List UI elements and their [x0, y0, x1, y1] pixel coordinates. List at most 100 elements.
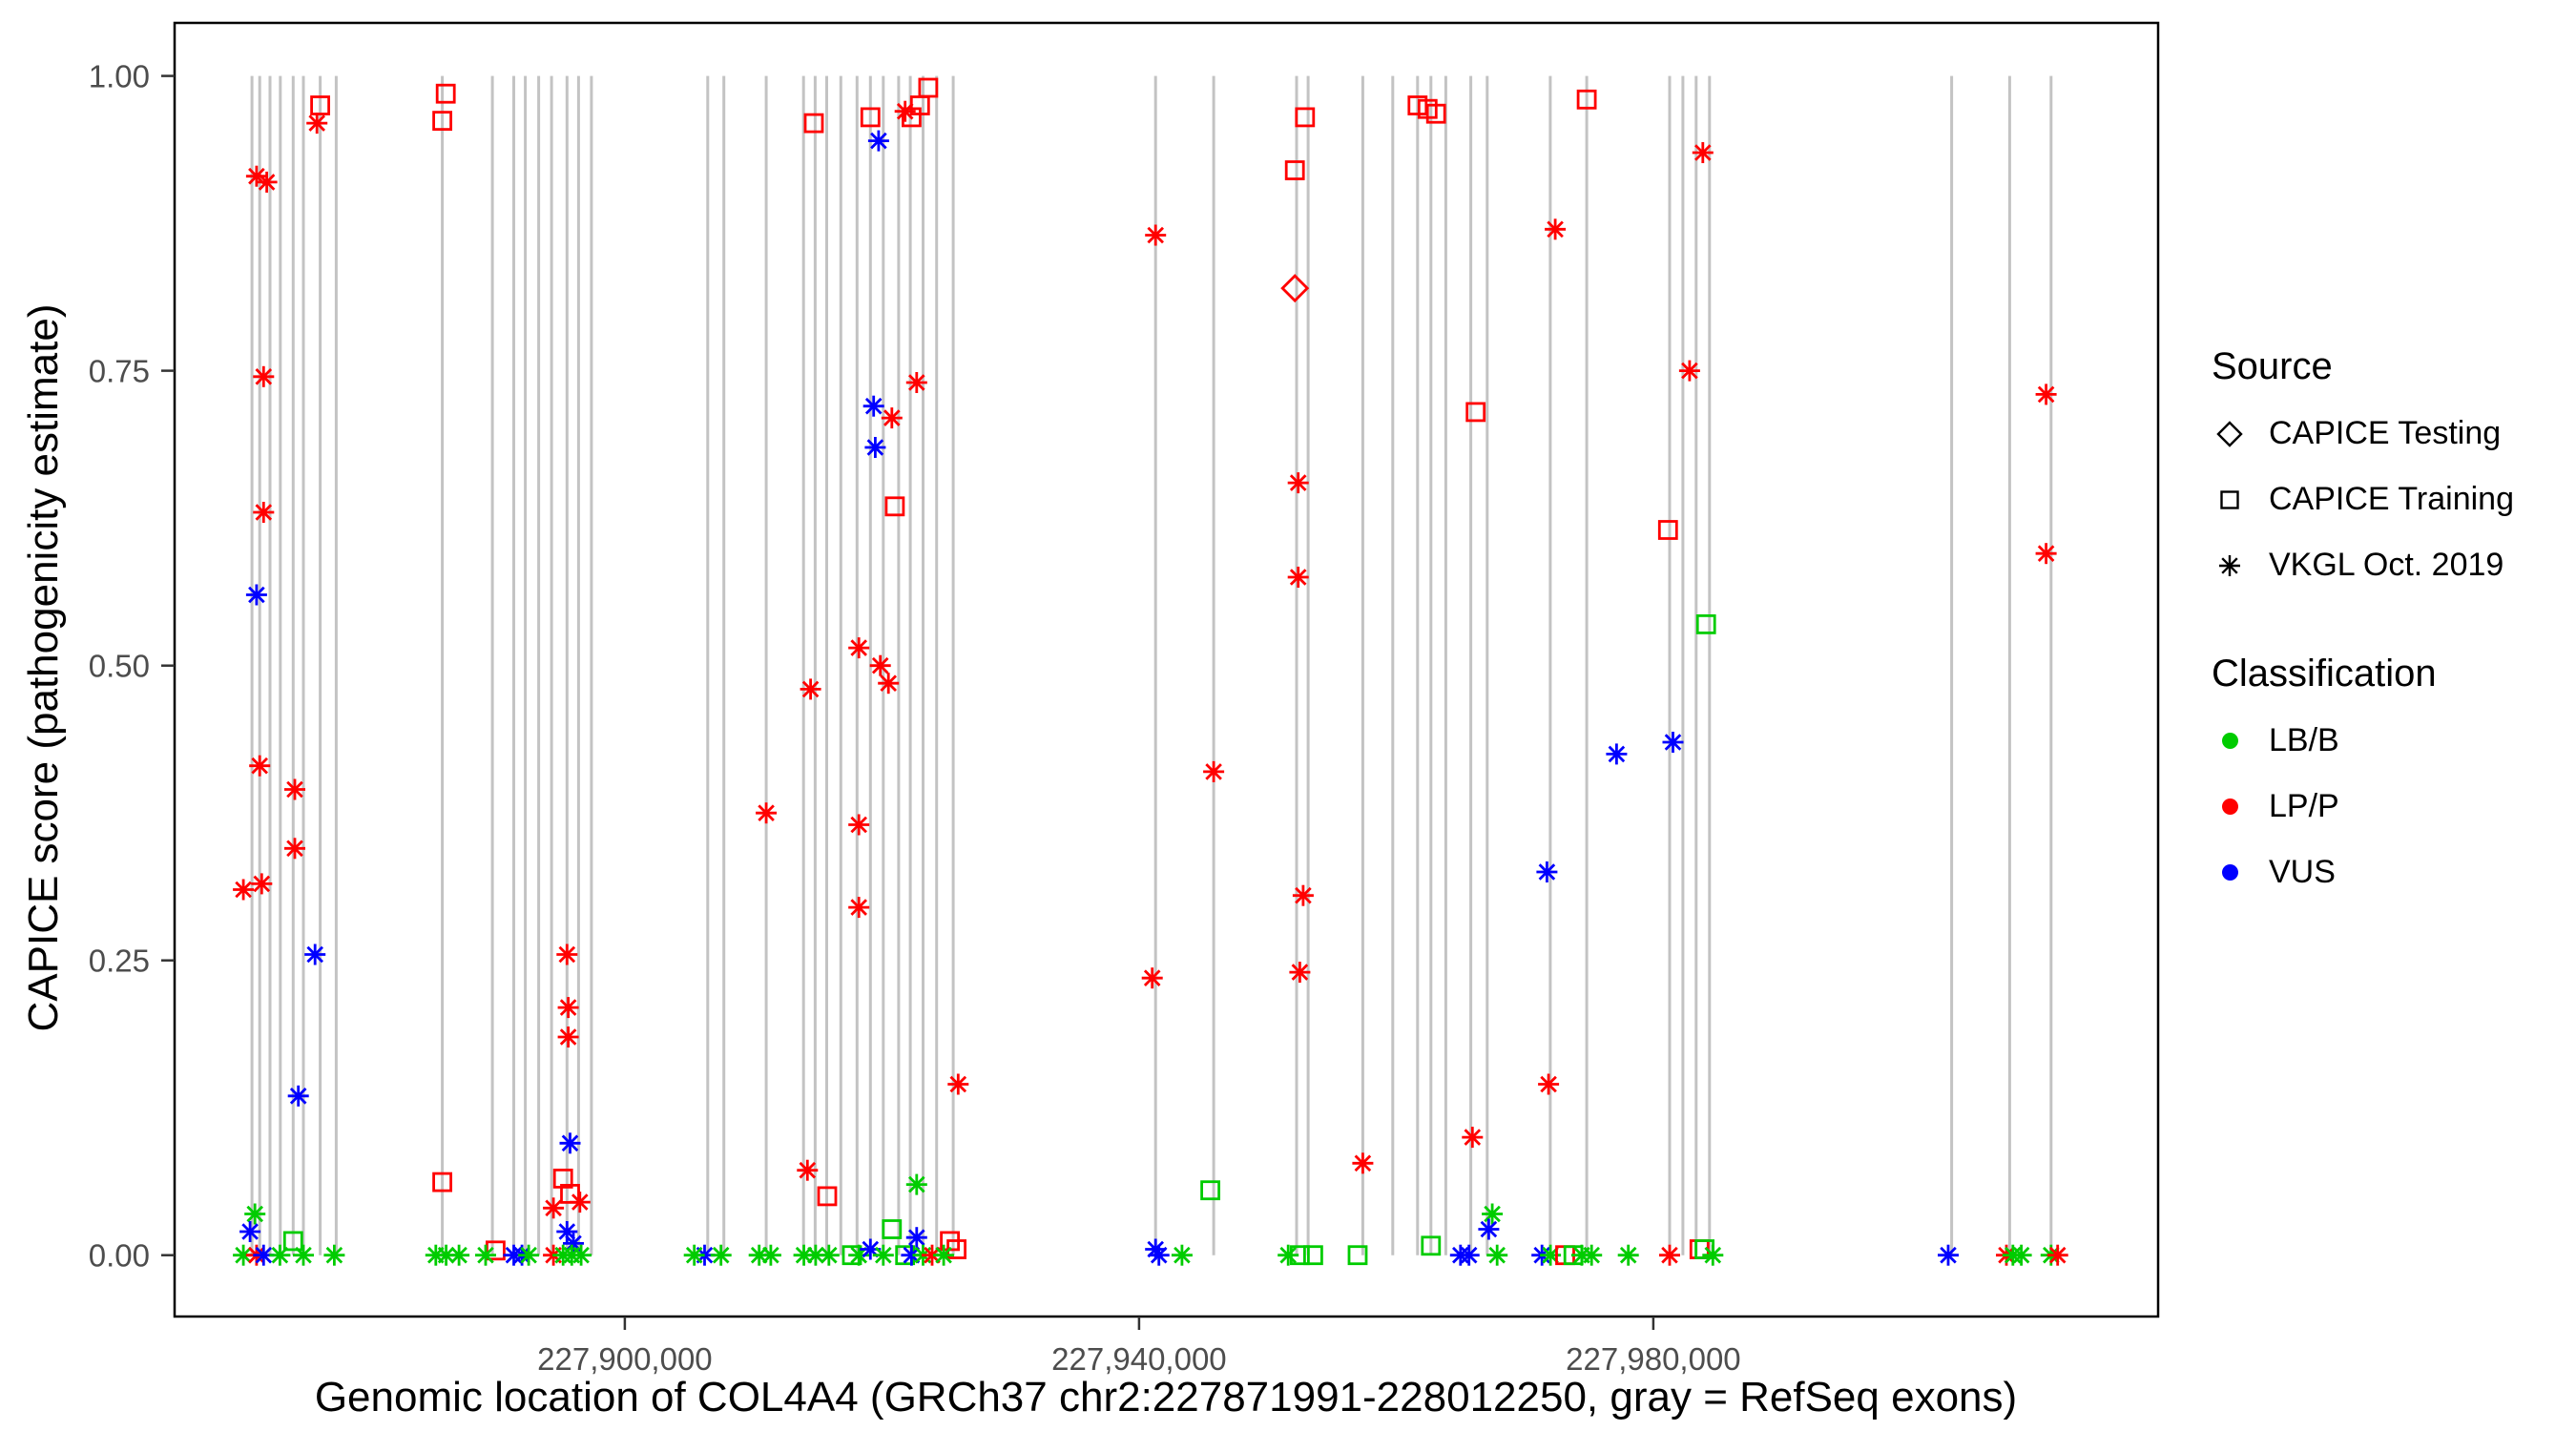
data-point-asterisk — [556, 944, 578, 965]
panel-border — [173, 21, 2160, 1318]
data-point-asterisk — [848, 637, 870, 659]
data-point-square — [1425, 103, 1446, 124]
data-point-asterisk — [284, 778, 305, 800]
x-axis-title: Genomic location of COL4A4 (GRCh37 chr2:… — [314, 1374, 2018, 1421]
data-point-asterisk — [869, 654, 891, 676]
lbb-green-dot-icon — [2212, 733, 2269, 749]
asterisk-icon — [2212, 548, 2269, 584]
data-point-asterisk — [304, 944, 326, 965]
data-point-asterisk — [1352, 1152, 1374, 1174]
square-icon — [2212, 482, 2269, 518]
data-point-asterisk — [933, 1244, 955, 1266]
data-point-asterisk — [862, 395, 884, 417]
data-point-square — [1657, 520, 1678, 540]
data-point-asterisk — [848, 814, 870, 836]
data-point-asterisk — [710, 1244, 732, 1266]
legend-item-capice-testing: CAPICE Testing — [2212, 415, 2514, 452]
data-point-square — [432, 1172, 453, 1192]
data-point-square — [918, 77, 939, 98]
legend-label-lpp: LP/P — [2269, 788, 2339, 824]
data-point-asterisk — [2046, 1244, 2068, 1266]
data-point-asterisk — [284, 838, 305, 860]
data-point-square — [310, 95, 331, 115]
data-point-asterisk — [1458, 1244, 1480, 1266]
data-point-asterisk — [1287, 472, 1309, 494]
data-point-asterisk — [557, 1027, 579, 1047]
data-point-asterisk — [759, 1244, 781, 1266]
data-point-asterisk — [244, 1203, 266, 1225]
data-point-asterisk — [1148, 1244, 1170, 1266]
data-point-square — [432, 111, 453, 131]
legend-item-vus: VUS — [2212, 854, 2514, 891]
data-point-square — [1295, 107, 1316, 128]
data-point-asterisk — [253, 365, 275, 387]
data-point-asterisk — [2010, 1244, 2032, 1266]
y-axis-title: CAPICE score (pathogenicity estimate) — [20, 303, 67, 1032]
data-point-asterisk — [1292, 884, 1314, 906]
plot-panel — [175, 23, 2158, 1317]
data-point-asterisk — [872, 1244, 894, 1266]
data-point-square — [882, 1219, 903, 1239]
data-point-asterisk — [557, 997, 579, 1019]
data-point-asterisk — [797, 1159, 819, 1181]
data-point-asterisk — [1536, 861, 1558, 882]
data-point-square — [1576, 89, 1597, 110]
data-point-square — [1200, 1180, 1220, 1201]
data-point-asterisk — [894, 100, 916, 122]
data-point-square — [1290, 1245, 1310, 1266]
data-point-square — [1303, 1245, 1323, 1266]
data-point-diamond — [1280, 274, 1310, 303]
data-point-asterisk — [245, 584, 267, 606]
data-point-asterisk — [2035, 543, 2057, 565]
data-point-asterisk — [1171, 1244, 1193, 1266]
data-point-asterisk — [1478, 1218, 1500, 1240]
data-point-asterisk — [1581, 1244, 1603, 1266]
data-point-asterisk — [1482, 1203, 1504, 1225]
y-tick-label: 0.00 — [89, 1238, 150, 1274]
data-point-asterisk — [1145, 224, 1167, 246]
legend-title-source: Source — [2212, 345, 2333, 387]
data-point-asterisk — [905, 372, 927, 393]
data-point-square — [1421, 1235, 1442, 1256]
data-point-asterisk — [1662, 732, 1684, 753]
data-point-asterisk — [1141, 967, 1163, 989]
data-point-asterisk — [543, 1197, 565, 1219]
data-point-asterisk — [1287, 567, 1309, 588]
vus-blue-dot-icon — [2212, 864, 2269, 881]
data-point-asterisk — [878, 673, 900, 695]
data-point-asterisk — [1617, 1244, 1639, 1266]
data-point-asterisk — [448, 1244, 470, 1266]
x-tick-label: 227,900,000 — [537, 1341, 713, 1377]
x-tick-label: 227,940,000 — [1051, 1341, 1227, 1377]
data-point-asterisk — [323, 1244, 345, 1266]
data-point-asterisk — [1203, 760, 1225, 782]
y-tick-label: 0.50 — [89, 649, 150, 684]
data-point-asterisk — [256, 171, 278, 193]
diamond-icon — [2212, 416, 2269, 452]
data-point-asterisk — [269, 1244, 291, 1266]
data-point-asterisk — [239, 1221, 261, 1242]
legend-item-capice-training: CAPICE Training — [2212, 481, 2514, 518]
data-point-asterisk — [571, 1244, 592, 1266]
data-point-square — [1347, 1245, 1368, 1266]
data-point-asterisk — [518, 1244, 540, 1266]
data-point-asterisk — [1486, 1244, 1508, 1266]
data-point-square — [803, 113, 824, 134]
data-point-asterisk — [287, 1085, 309, 1107]
data-point-asterisk — [756, 802, 778, 824]
y-tick-label: 1.00 — [89, 59, 150, 94]
data-point-asterisk — [848, 897, 870, 919]
legend-label-vkgl: VKGL Oct. 2019 — [2269, 547, 2504, 583]
legend-item-lbb: LB/B — [2212, 722, 2514, 759]
legend-label-lbb: LB/B — [2269, 722, 2339, 758]
data-point-asterisk — [947, 1073, 969, 1095]
data-point-asterisk — [233, 879, 255, 901]
data-point-asterisk — [1462, 1127, 1484, 1149]
data-point-asterisk — [569, 1192, 591, 1213]
data-point-square — [1695, 614, 1716, 634]
data-point-square — [552, 1169, 573, 1189]
legend-group-classification: Classification LB/B LP/P VUS — [2212, 653, 2514, 891]
data-point-asterisk — [1278, 1244, 1299, 1266]
legend: Source CAPICE Testing CAPICE Training — [2212, 345, 2514, 920]
data-point-asterisk — [800, 678, 821, 700]
